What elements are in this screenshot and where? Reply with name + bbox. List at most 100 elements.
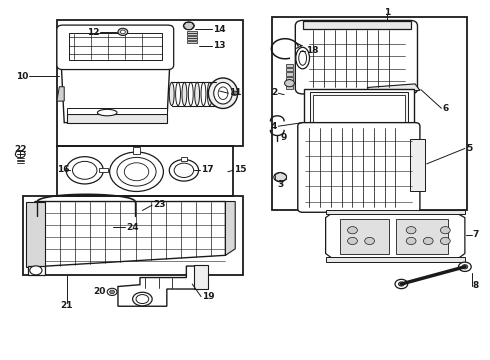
Ellipse shape <box>296 47 310 69</box>
Circle shape <box>398 282 404 286</box>
Ellipse shape <box>299 51 307 65</box>
Bar <box>314 95 405 123</box>
Ellipse shape <box>214 82 232 104</box>
Bar <box>286 85 294 89</box>
Bar <box>340 220 389 253</box>
Ellipse shape <box>188 82 193 105</box>
Bar <box>99 168 108 172</box>
Bar <box>187 41 196 42</box>
Polygon shape <box>35 202 225 267</box>
Text: 17: 17 <box>201 165 214 174</box>
Circle shape <box>169 159 198 181</box>
Bar <box>304 89 414 128</box>
Bar <box>187 39 196 40</box>
FancyBboxPatch shape <box>298 123 420 212</box>
Bar <box>57 146 233 196</box>
Circle shape <box>183 22 194 30</box>
Circle shape <box>73 161 97 179</box>
Bar <box>187 36 196 38</box>
Ellipse shape <box>136 294 149 303</box>
Text: 15: 15 <box>234 165 247 174</box>
Bar <box>69 33 162 60</box>
Text: 1: 1 <box>384 8 390 17</box>
Circle shape <box>441 226 450 234</box>
Text: 16: 16 <box>57 165 69 174</box>
Circle shape <box>110 152 163 192</box>
Bar <box>286 77 294 80</box>
Ellipse shape <box>175 82 180 105</box>
Text: 24: 24 <box>126 223 139 232</box>
Bar <box>272 17 467 211</box>
Circle shape <box>66 157 103 184</box>
Bar <box>133 147 141 154</box>
Text: 14: 14 <box>213 25 225 34</box>
Bar <box>187 31 196 33</box>
Text: 8: 8 <box>473 281 479 290</box>
Bar <box>286 72 294 76</box>
Circle shape <box>406 226 416 234</box>
Ellipse shape <box>208 78 238 108</box>
Text: 23: 23 <box>153 200 166 209</box>
Bar <box>326 257 465 262</box>
Text: 11: 11 <box>229 87 242 96</box>
Circle shape <box>423 237 433 244</box>
Circle shape <box>347 237 357 244</box>
FancyBboxPatch shape <box>295 21 417 94</box>
Text: 7: 7 <box>473 230 479 239</box>
Text: 13: 13 <box>213 41 225 50</box>
Polygon shape <box>118 266 206 306</box>
Circle shape <box>459 262 471 271</box>
Circle shape <box>107 288 117 296</box>
Text: 4: 4 <box>271 122 277 131</box>
Polygon shape <box>59 26 172 123</box>
Circle shape <box>274 172 287 182</box>
Text: 18: 18 <box>306 46 318 55</box>
Bar <box>286 64 294 67</box>
Bar <box>396 220 448 253</box>
Text: 19: 19 <box>202 292 215 301</box>
Circle shape <box>406 237 416 244</box>
Polygon shape <box>26 202 45 267</box>
Circle shape <box>365 237 374 244</box>
Text: 21: 21 <box>60 301 73 310</box>
Circle shape <box>110 290 115 294</box>
Ellipse shape <box>169 82 174 105</box>
Text: 6: 6 <box>442 104 449 113</box>
Circle shape <box>117 157 156 186</box>
Bar <box>187 33 196 35</box>
Ellipse shape <box>30 266 42 275</box>
Circle shape <box>395 279 408 289</box>
Ellipse shape <box>98 109 117 116</box>
Circle shape <box>347 226 357 234</box>
Ellipse shape <box>195 82 199 105</box>
Text: 22: 22 <box>14 145 26 154</box>
Bar <box>410 139 425 192</box>
Bar <box>181 157 187 161</box>
Bar <box>326 210 465 214</box>
Bar <box>194 265 208 289</box>
Ellipse shape <box>218 87 228 99</box>
Ellipse shape <box>133 292 152 306</box>
Bar <box>303 22 411 30</box>
Text: 9: 9 <box>280 133 287 142</box>
Circle shape <box>174 163 194 177</box>
Bar <box>67 114 167 123</box>
Polygon shape <box>225 202 235 255</box>
Text: 2: 2 <box>271 87 277 96</box>
Ellipse shape <box>201 82 206 105</box>
Text: 3: 3 <box>277 180 283 189</box>
Circle shape <box>121 30 125 34</box>
Ellipse shape <box>207 82 212 105</box>
Circle shape <box>15 150 25 158</box>
Bar <box>286 68 294 71</box>
Text: 20: 20 <box>93 287 105 296</box>
Circle shape <box>462 265 468 269</box>
Ellipse shape <box>182 82 187 105</box>
Circle shape <box>285 80 294 87</box>
Bar <box>286 81 294 84</box>
Bar <box>310 92 408 125</box>
Circle shape <box>232 91 238 95</box>
Polygon shape <box>326 212 465 259</box>
Text: 5: 5 <box>466 144 472 153</box>
Bar <box>57 21 243 146</box>
